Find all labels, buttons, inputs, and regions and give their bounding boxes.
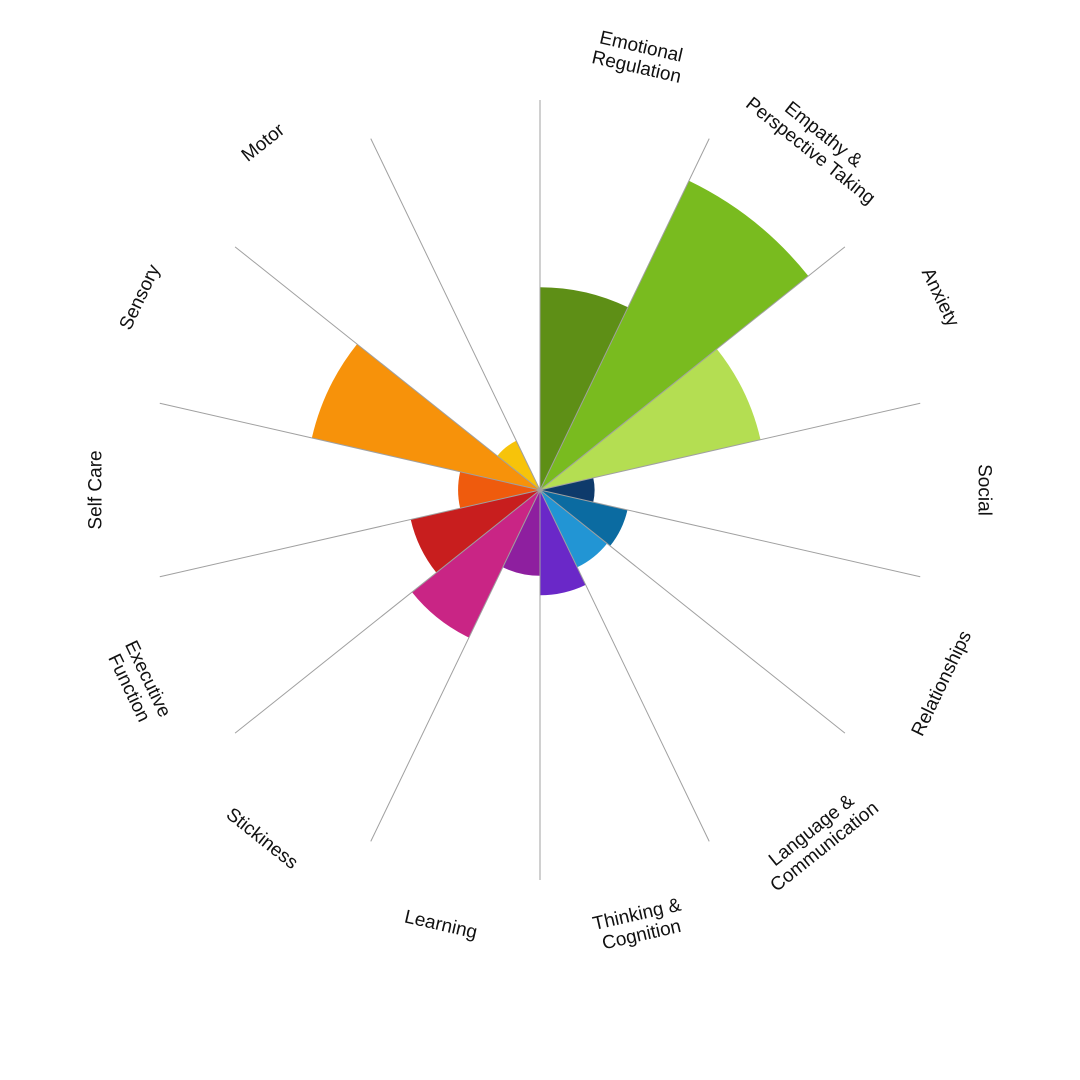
segment-label-3: Social [973, 464, 994, 516]
segment-label-2: Anxiety [917, 265, 963, 331]
wedges [312, 181, 808, 638]
spoke-5 [540, 490, 845, 733]
segment-label-5: Language &Communication [754, 781, 883, 896]
spokes [160, 100, 920, 880]
segment-label-11: Sensory [116, 261, 165, 333]
segment-label-10: Self Care [86, 450, 107, 529]
spoke-6 [540, 490, 709, 841]
wedge-11 [312, 344, 540, 490]
segment-label-9: ExecutiveFunction [101, 637, 174, 729]
segment-label-0: EmotionalRegulation [590, 27, 688, 88]
segment-label-12: Motor [238, 119, 290, 166]
segment-label-6: Thinking &Cognition [591, 894, 688, 955]
polar-area-chart: EmotionalRegulation Empathy &Perspective … [0, 0, 1080, 1080]
segment-label-1: Empathy &Perspective Taking [741, 77, 892, 209]
segment-label-7: Learning [402, 906, 479, 943]
spoke-9 [235, 490, 540, 733]
segment-label-4: Relationships [908, 628, 976, 740]
segment-label-8: Stickiness [222, 804, 302, 874]
